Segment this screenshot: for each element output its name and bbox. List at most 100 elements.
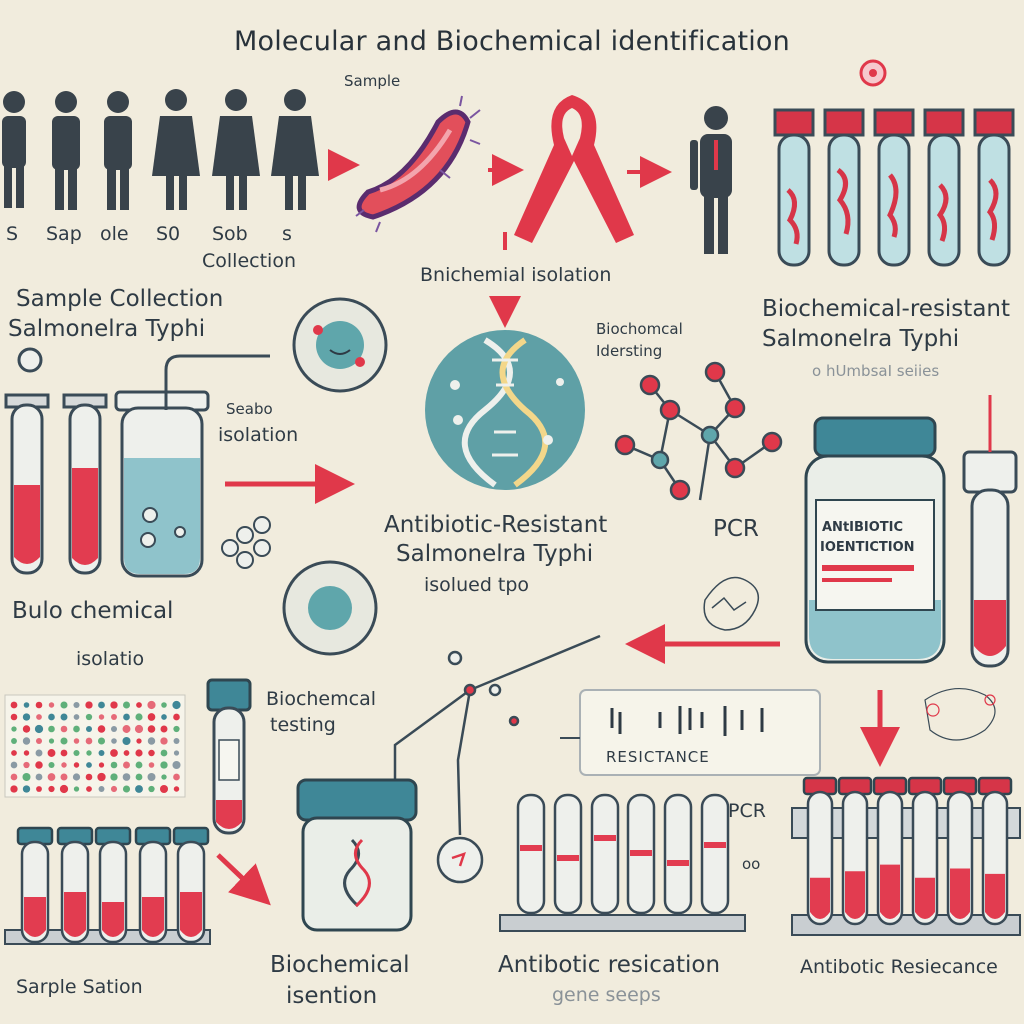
grid-dot	[172, 760, 181, 770]
test-tube	[626, 793, 656, 915]
grid-dot	[173, 713, 180, 721]
dna-circle-icon	[425, 330, 585, 490]
antibiotic-resiecance-heading: Antibotic Resiecance	[800, 956, 998, 978]
humbat-series-label: o hUmbsaI seiies	[812, 362, 940, 380]
grid-dot	[122, 773, 131, 781]
grid-dot	[72, 773, 81, 781]
grid-dot	[11, 738, 17, 744]
grid-dot	[73, 738, 80, 744]
grid-dot	[73, 714, 80, 720]
gel-box	[560, 689, 821, 776]
sample-jar	[296, 778, 418, 932]
person-icon	[152, 89, 200, 210]
sketch-icon	[703, 576, 760, 631]
grid-dot	[111, 714, 117, 720]
network-lines	[393, 634, 601, 884]
salmonella-typhi-label-center: Salmonelra Typhi	[396, 541, 594, 567]
test-tube-right	[962, 395, 1018, 668]
biochemical-testing-label-1: Biochemcal	[266, 688, 376, 710]
grid-dot	[173, 750, 180, 756]
test-tube	[942, 776, 978, 926]
grid-dot	[48, 713, 55, 721]
grid-dot	[86, 750, 92, 756]
people-code: ole	[100, 223, 129, 245]
grid-dot	[60, 749, 68, 757]
biochemical-heading-bottom: Biochemical	[270, 952, 410, 978]
grid-dot	[160, 761, 168, 769]
grid-dot	[110, 761, 118, 769]
antibiotic-resistant-heading: Antibiotic-Resistant	[384, 512, 608, 538]
grid-dot	[147, 772, 156, 782]
grid-dot	[135, 713, 143, 721]
test-tube-rack-bottom-middle	[499, 793, 746, 932]
bacterium-icon	[355, 95, 481, 233]
grid-dot	[97, 772, 106, 782]
grid-dot	[161, 714, 167, 720]
collection-label: Collection	[202, 250, 296, 272]
grid-dot	[35, 737, 43, 745]
grid-dot	[10, 785, 18, 793]
grid-dot	[136, 738, 142, 744]
grid-dot	[73, 786, 80, 792]
grid-dot	[97, 725, 106, 733]
beaker-tubes-left	[4, 347, 270, 578]
grid-dot	[98, 714, 105, 720]
grid-dot	[110, 701, 118, 709]
antibiotic-resication-heading: Antibotic resication	[498, 952, 721, 978]
isolatio-label: isolatio	[76, 648, 145, 670]
bnichemical-isolation-label: Bnichemial isolation	[420, 264, 612, 286]
grid-dot	[47, 749, 56, 757]
test-tube	[134, 826, 172, 944]
grid-dot	[11, 726, 17, 732]
grid-dot	[98, 786, 105, 792]
grid-dot	[160, 725, 168, 733]
grid-dot	[85, 725, 93, 733]
grid-dot	[22, 713, 31, 721]
grid-dot	[48, 785, 55, 793]
page-title: Molecular and Biochemical identification	[234, 26, 790, 57]
grid-dot	[110, 725, 118, 733]
grid-dot	[73, 749, 80, 757]
antibiotic-jar	[804, 416, 946, 664]
test-tube	[907, 776, 943, 926]
grid-dot	[98, 750, 105, 756]
test-tube-small	[206, 678, 252, 835]
isolued-label: isolued tpo	[424, 574, 530, 596]
sketch-icon	[924, 687, 996, 741]
biochemical-identing-label-2: Idersting	[596, 342, 663, 360]
biochemical-resistant-heading: Biochemical-resistant	[762, 296, 1011, 322]
test-tube	[16, 826, 54, 944]
grid-dot	[123, 713, 130, 721]
molecule-structure-icon	[614, 361, 783, 501]
person-icon	[2, 91, 26, 208]
seabo-label: Seabo	[226, 400, 273, 418]
sample-grid-icon	[4, 694, 186, 798]
grid-dot	[85, 773, 93, 781]
grid-dot	[173, 786, 180, 792]
test-tube	[802, 776, 838, 926]
grid-dot	[10, 761, 18, 769]
grid-dot	[22, 785, 31, 793]
microbe-circle-icon	[292, 297, 388, 393]
grid-dot	[97, 737, 106, 745]
test-tube-rack-bottom-left	[4, 826, 211, 945]
grid-dot	[10, 701, 18, 709]
biochemical-identing-label-1: Biochomcal	[596, 320, 683, 338]
grid-dot	[123, 750, 130, 756]
dot-label: oo	[742, 855, 761, 873]
test-tube	[94, 826, 132, 944]
grid-dot	[86, 786, 92, 792]
grid-dot	[159, 784, 169, 794]
grid-dot	[35, 773, 43, 781]
grid-dot	[122, 785, 131, 793]
grid-dot	[173, 773, 180, 781]
person-icon	[212, 89, 260, 210]
grid-dot	[135, 785, 143, 793]
grid-dot	[110, 749, 118, 757]
grid-dot	[135, 761, 143, 769]
test-tube	[172, 826, 210, 944]
person-icon	[52, 91, 80, 210]
grid-dot	[110, 773, 118, 781]
grid-dot	[60, 737, 68, 745]
